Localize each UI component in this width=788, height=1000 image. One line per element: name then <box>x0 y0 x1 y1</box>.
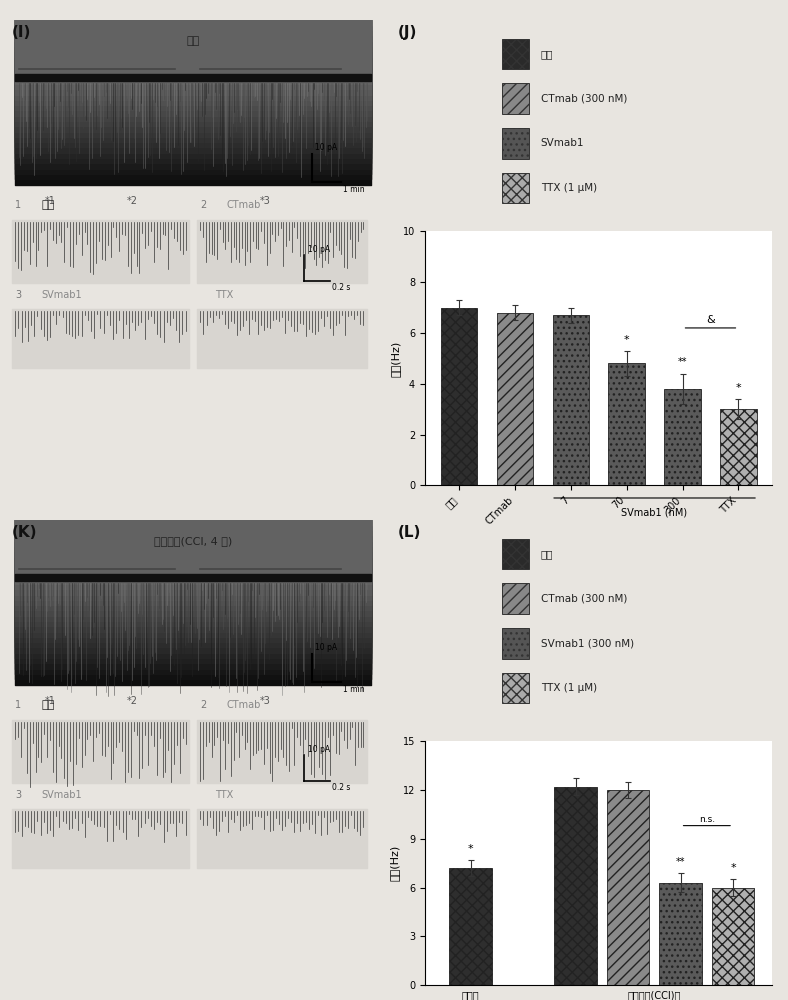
Text: *3: *3 <box>260 196 270 206</box>
Text: 基线: 基线 <box>41 200 54 210</box>
Text: 神经损伤(CCI, 4 天): 神经损伤(CCI, 4 天) <box>154 536 232 546</box>
Text: 0.2 s: 0.2 s <box>332 283 351 292</box>
Text: (L): (L) <box>398 525 422 540</box>
Text: 基线: 基线 <box>41 700 54 710</box>
Text: (K): (K) <box>12 525 37 540</box>
Text: 10 pA: 10 pA <box>308 245 330 254</box>
Bar <box>502 39 530 69</box>
Text: 1: 1 <box>15 700 21 710</box>
Text: (I): (I) <box>12 25 31 40</box>
Bar <box>502 173 530 203</box>
Text: *2: *2 <box>126 196 137 206</box>
Text: 10 pA: 10 pA <box>315 643 337 652</box>
Text: 3: 3 <box>15 290 21 300</box>
Text: 0.2 s: 0.2 s <box>332 783 351 792</box>
Text: TTX: TTX <box>215 790 233 800</box>
Bar <box>502 539 530 569</box>
Text: TTX: TTX <box>215 290 233 300</box>
Text: CTmab (300 nM): CTmab (300 nM) <box>541 594 627 604</box>
Bar <box>502 628 530 659</box>
Text: CTmab: CTmab <box>226 700 261 710</box>
Text: 基线: 基线 <box>541 549 553 559</box>
Text: 10 pA: 10 pA <box>315 143 337 152</box>
Text: TTX (1 μM): TTX (1 μM) <box>541 683 597 693</box>
Text: 1 min: 1 min <box>343 684 365 694</box>
Text: CTmab: CTmab <box>226 200 261 210</box>
Text: SVmab1: SVmab1 <box>41 290 82 300</box>
Text: 3: 3 <box>15 790 21 800</box>
Text: SVmab1 (300 nM): SVmab1 (300 nM) <box>541 638 634 648</box>
Text: *1: *1 <box>45 196 56 206</box>
Text: 1: 1 <box>15 200 21 210</box>
Text: *3: *3 <box>260 696 270 706</box>
Text: 基线: 基线 <box>541 49 553 59</box>
Text: 2: 2 <box>200 700 206 710</box>
Bar <box>502 83 530 114</box>
Text: SVmab1: SVmab1 <box>41 790 82 800</box>
Text: CTmab (300 nM): CTmab (300 nM) <box>541 94 627 104</box>
Text: SVmab1: SVmab1 <box>541 138 584 148</box>
Text: *2: *2 <box>126 696 137 706</box>
Bar <box>502 673 530 703</box>
Text: 2: 2 <box>200 200 206 210</box>
Text: 对照: 对照 <box>187 36 199 46</box>
Text: (J): (J) <box>398 25 417 40</box>
Text: TTX (1 μM): TTX (1 μM) <box>541 183 597 193</box>
Text: 10 pA: 10 pA <box>308 745 330 754</box>
Text: 1 min: 1 min <box>343 184 365 194</box>
Bar <box>502 128 530 159</box>
Text: *1: *1 <box>45 696 56 706</box>
Bar <box>502 583 530 614</box>
